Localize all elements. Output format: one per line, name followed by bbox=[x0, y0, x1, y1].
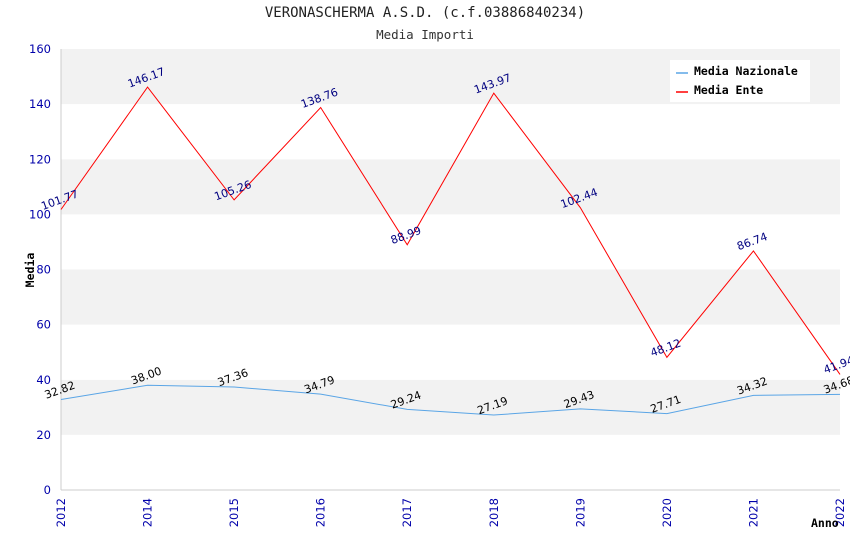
x-tick-label: 2019 bbox=[573, 498, 587, 527]
grid-band bbox=[61, 379, 840, 435]
x-tick-label: 2017 bbox=[400, 498, 414, 527]
y-tick-label: 40 bbox=[36, 373, 51, 387]
legend-label-nazionale: Media Nazionale bbox=[694, 64, 798, 78]
y-tick-label: 60 bbox=[36, 318, 51, 332]
x-tick-label: 2015 bbox=[227, 498, 241, 527]
x-tick-label: 2012 bbox=[54, 498, 68, 527]
chart-title: VERONASCHERMA A.S.D. (c.f.03886840234) bbox=[264, 5, 586, 21]
series-line-ente bbox=[60, 86, 841, 375]
legend-label-ente: Media Ente bbox=[694, 83, 763, 97]
y-tick-label: 160 bbox=[29, 42, 51, 56]
grid-band bbox=[61, 214, 840, 270]
grid-band bbox=[61, 159, 840, 215]
grid-band bbox=[61, 434, 840, 490]
y-tick-label: 120 bbox=[29, 152, 51, 166]
x-tick-label: 2020 bbox=[660, 498, 674, 527]
x-tick-label: 2022 bbox=[833, 498, 847, 527]
x-tick-label: 2014 bbox=[141, 498, 155, 527]
y-tick-label: 20 bbox=[36, 428, 51, 442]
legend: Media Nazionale Media Ente bbox=[670, 60, 810, 102]
grid-band bbox=[61, 269, 840, 325]
y-tick-label: 140 bbox=[29, 97, 51, 111]
y-tick-label: 80 bbox=[36, 263, 51, 277]
x-axis-label: Anno bbox=[811, 516, 839, 530]
chart-subtitle: Media Importi bbox=[376, 27, 474, 42]
grid-band bbox=[61, 104, 840, 160]
series-line-nazionale bbox=[60, 384, 841, 416]
y-tick-label: 0 bbox=[44, 483, 51, 497]
y-axis-label: Media bbox=[23, 253, 37, 288]
y-tick-label: 100 bbox=[29, 207, 51, 221]
x-tick-label: 2018 bbox=[487, 498, 501, 527]
x-tick-label: 2021 bbox=[746, 498, 760, 527]
x-tick-label: 2016 bbox=[314, 498, 328, 527]
grid-band bbox=[61, 324, 840, 380]
